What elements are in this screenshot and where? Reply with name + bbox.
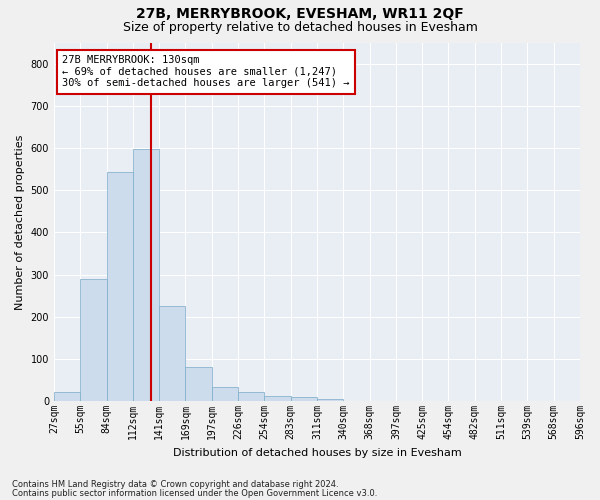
Text: Contains HM Land Registry data © Crown copyright and database right 2024.: Contains HM Land Registry data © Crown c…	[12, 480, 338, 489]
Bar	[265, 396, 290, 401]
Text: Contains public sector information licensed under the Open Government Licence v3: Contains public sector information licen…	[12, 488, 377, 498]
Bar	[212, 387, 238, 401]
Bar	[159, 306, 185, 401]
Bar	[80, 279, 107, 401]
Bar	[317, 399, 343, 401]
Y-axis label: Number of detached properties: Number of detached properties	[15, 134, 25, 310]
X-axis label: Distribution of detached houses by size in Evesham: Distribution of detached houses by size …	[173, 448, 461, 458]
Text: 27B, MERRYBROOK, EVESHAM, WR11 2QF: 27B, MERRYBROOK, EVESHAM, WR11 2QF	[136, 8, 464, 22]
Bar	[290, 397, 317, 401]
Text: 27B MERRYBROOK: 130sqm
← 69% of detached houses are smaller (1,247)
30% of semi-: 27B MERRYBROOK: 130sqm ← 69% of detached…	[62, 55, 349, 88]
Bar	[238, 392, 265, 401]
Bar	[133, 149, 159, 401]
Text: Size of property relative to detached houses in Evesham: Size of property relative to detached ho…	[122, 22, 478, 35]
Bar	[54, 392, 80, 401]
Bar	[107, 172, 133, 401]
Bar	[185, 368, 212, 401]
